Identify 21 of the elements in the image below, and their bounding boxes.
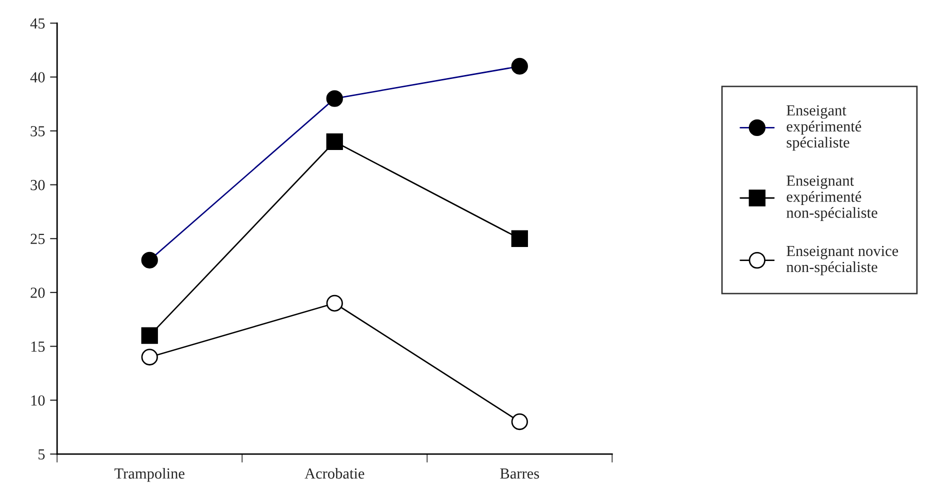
x-tick-label: Barres bbox=[500, 468, 540, 479]
x-tick-label: Trampoline bbox=[114, 468, 184, 482]
point bbox=[326, 294, 343, 312]
y-tick-label: 45 bbox=[30, 18, 45, 29]
y-tick-label: 15 bbox=[31, 342, 45, 352]
legend-label: Enseignant novice non-spécialiste bbox=[786, 246, 898, 276]
point bbox=[141, 327, 158, 344]
y-tick-label: 35 bbox=[30, 126, 45, 136]
legend-label: Enseigant expérimenté spécialiste bbox=[786, 105, 862, 151]
y-tick-label: 5 bbox=[38, 449, 45, 460]
point bbox=[141, 348, 158, 366]
y-tick-label: 30 bbox=[30, 180, 45, 190]
point bbox=[511, 230, 528, 247]
y-tick-label: 20 bbox=[30, 288, 45, 298]
x-tick-label: Acrobatie bbox=[304, 468, 364, 479]
y-tick-label: 40 bbox=[30, 72, 45, 82]
legend-label: Enseignant expérimenté non-spécialiste bbox=[786, 176, 878, 221]
y-tick-label: 25 bbox=[30, 234, 45, 244]
point bbox=[511, 413, 528, 430]
y-tick-label: 10 bbox=[31, 395, 45, 406]
point bbox=[326, 133, 343, 150]
